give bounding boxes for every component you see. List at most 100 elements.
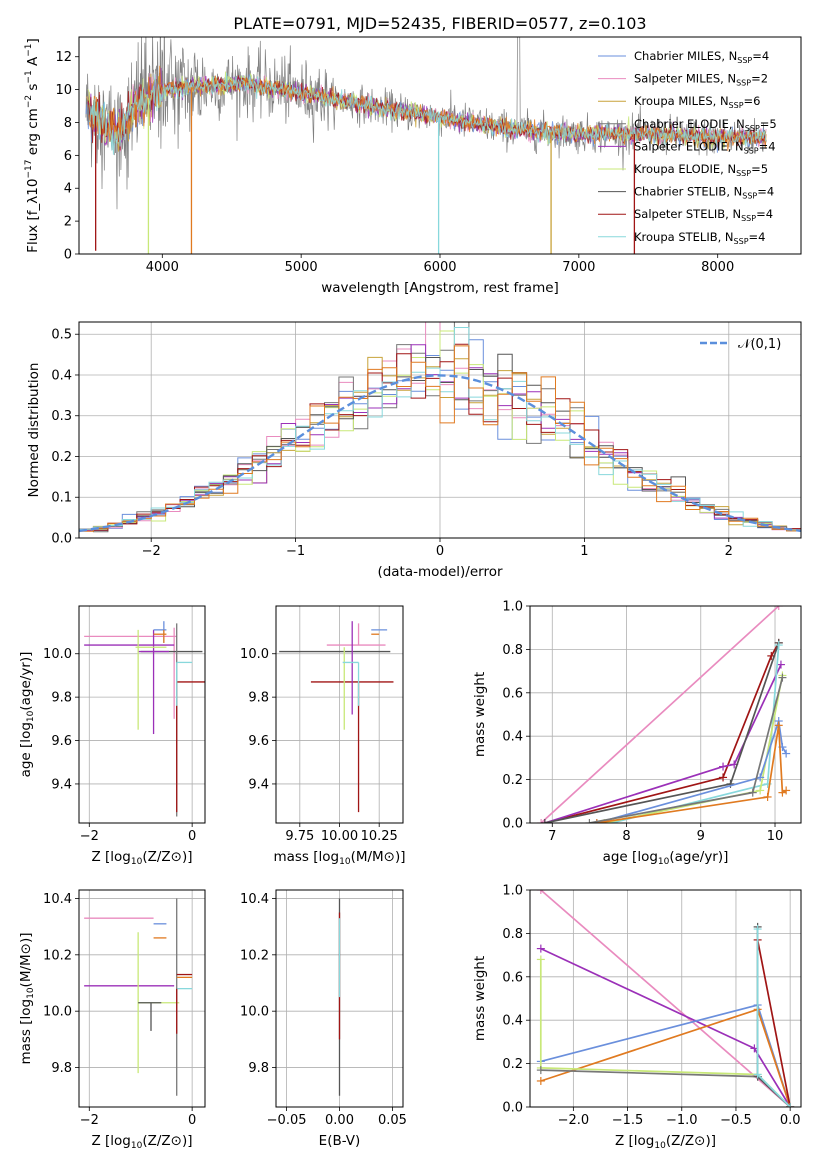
tick-label-y: 0.1 — [51, 491, 72, 506]
label-part: wavelength [Angstrom, rest frame] — [321, 280, 559, 296]
label-part: age [ — [603, 849, 638, 865]
weight-line-salpeter_miles — [540, 606, 780, 823]
tick-label-x: −1 — [286, 544, 305, 559]
tick-label-y: 0.0 — [51, 532, 72, 547]
legend-tail: =6 — [744, 94, 761, 108]
label-part: erg cm — [25, 108, 41, 159]
legend-sub: SSP — [737, 56, 752, 65]
plot-area-mass_vs_Z — [84, 898, 193, 1096]
weight-marker — [756, 786, 765, 795]
tick-label-x: 8 — [622, 829, 630, 844]
axes-frame — [78, 889, 206, 1108]
tick-label-x: 0 — [188, 1113, 196, 1128]
tick-label-y: 0.8 — [502, 643, 523, 658]
axes-frame — [275, 889, 404, 1108]
legend-text: Kroupa STELIB, N — [634, 230, 734, 244]
weight-marker — [592, 819, 601, 823]
tick-label-x: 8000 — [701, 260, 734, 275]
plot-area-weights_vs_Z — [536, 890, 795, 1107]
tick-label-x: 10.25 — [361, 829, 398, 844]
tick-label-y: 9.8 — [51, 1061, 72, 1076]
histogram-kroupa_stelib — [79, 327, 801, 531]
errorbar-point — [153, 629, 167, 643]
legend-entry: 𝒩(0,1) — [738, 337, 781, 352]
legend-sub: SSP — [736, 169, 751, 178]
axes-age_vs_Z: −209.49.69.810.0Z [log10​(Z/Z⊙)]age [log… — [18, 605, 206, 867]
weight-marker — [537, 819, 546, 823]
weight-marker — [540, 819, 549, 823]
tick-label-y: 0.2 — [502, 1057, 523, 1072]
tick-label-y: 2 — [64, 215, 72, 230]
tick-label-y: 0.0 — [502, 817, 523, 832]
tick-label-x: 10 — [767, 829, 784, 844]
tick-label-y: 1.0 — [502, 884, 523, 899]
weight-marker — [774, 641, 783, 650]
axis-label-y: mass weight — [472, 672, 488, 757]
tick-label-x: 0.00 — [325, 1113, 354, 1128]
tick-label-y: 9.6 — [248, 734, 269, 749]
weight-marker — [748, 788, 757, 797]
label-part: (M/M⊙)] — [18, 932, 34, 987]
weight-line-chabrier_stelib — [544, 642, 780, 823]
legend-text: Chabrier STELIB, N — [634, 185, 742, 199]
label-part: log — [110, 1133, 131, 1149]
legend-text: Salpeter ELODIE, N — [634, 139, 744, 153]
plot-area-age_vs_mass — [279, 621, 394, 813]
legend-text: Salpeter STELIB, N — [634, 207, 741, 221]
errorbar-point — [135, 629, 167, 730]
axis-label-y: age [log10​(age/yr)] — [18, 652, 36, 778]
label-part: 10 — [339, 857, 351, 867]
legend-sub: SSP — [736, 79, 751, 88]
label-part: −1 — [24, 43, 34, 56]
label-part: log — [319, 849, 340, 865]
weight-line-salpeter_elodie — [544, 664, 782, 823]
axis-label-y: Flux [f_λ10−17​ erg cm−2​ s−1​ A−1​] — [24, 38, 41, 253]
weight-marker — [536, 955, 545, 964]
tick-label-y: 0.6 — [502, 686, 523, 701]
legend-sub: SSP — [734, 237, 749, 246]
tick-label-y: 0.2 — [502, 773, 523, 788]
axis-label-x: E(B-V) — [319, 1133, 361, 1149]
weight-marker — [778, 673, 787, 682]
label-part: 10 — [131, 1141, 143, 1151]
label-part: −1 — [24, 70, 34, 83]
weight-line-salpeter_elodie — [540, 947, 791, 1107]
axis-label-x: wavelength [Angstrom, rest frame] — [321, 280, 559, 296]
tick-label-y: 10.4 — [240, 892, 269, 907]
axes-frame — [529, 889, 802, 1108]
label-part: 10 — [26, 987, 36, 999]
weight-marker — [719, 762, 728, 771]
axis-label-y: mass weight — [472, 956, 488, 1041]
label-part: mass weight — [472, 956, 488, 1041]
weight-marker — [753, 1070, 762, 1079]
axes-spectrum: 4000 5000 6000 7000 8000 0 2 4 6 8 10 12 wavelength … — [24, 36, 802, 296]
weight-marker — [536, 1066, 545, 1075]
weight-marker — [536, 1076, 545, 1085]
tick-label-y: 10.0 — [43, 1005, 72, 1020]
tick-label-y: 10.0 — [43, 647, 72, 662]
legend-tail: =4 — [757, 185, 774, 199]
axes-frame — [78, 605, 206, 824]
label-part: Flux [f_λ10 — [25, 179, 41, 253]
axis-label-y: Normed distribution — [26, 363, 42, 498]
label-part: 10 — [26, 710, 36, 722]
label-part: 10 — [658, 857, 670, 867]
legend-entry: Salpeter MILES, NSSP=2 — [634, 72, 768, 88]
tick-label-x: 0 — [436, 544, 444, 559]
label-part: (Z/Z⊙)] — [142, 1133, 192, 1149]
plot-area-residuals — [79, 322, 801, 533]
tick-label-y: 0.4 — [502, 730, 523, 745]
label-part: Normed distribution — [26, 363, 42, 498]
weight-line-orange — [540, 1008, 792, 1107]
legend-tail: =4 — [759, 139, 776, 153]
label-part: (Z/Z⊙)] — [666, 1133, 716, 1149]
label-part: log — [634, 1133, 655, 1149]
axis-label-x: Z [log10​(Z/Z⊙)] — [91, 1133, 192, 1151]
label-part: log — [110, 849, 131, 865]
tick-label-y: 9.8 — [248, 691, 269, 706]
label-part: (data-model)/error — [377, 564, 503, 580]
weight-line-chabrier_elodie — [540, 1069, 791, 1107]
label-part: (age/yr)] — [669, 849, 728, 865]
